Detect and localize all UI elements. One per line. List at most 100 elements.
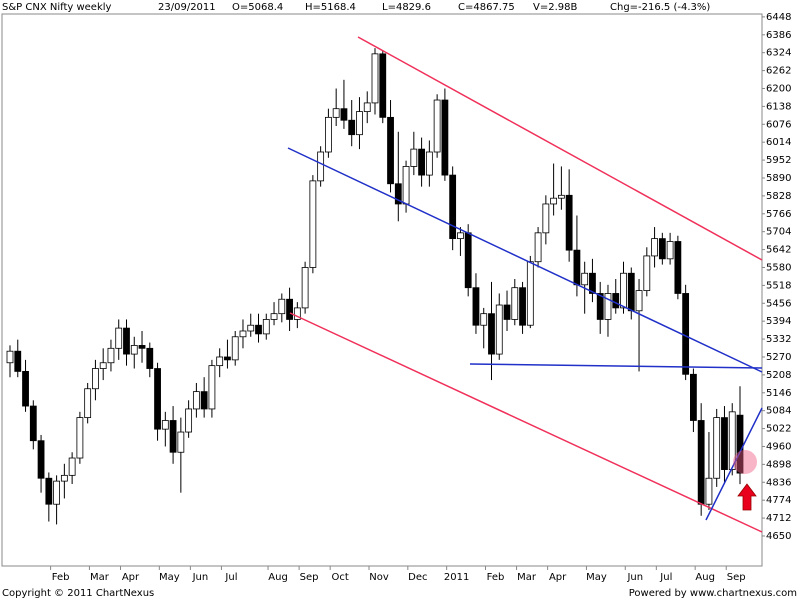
candle-body (658, 238, 666, 260)
y-tick-label: 5270 (766, 352, 791, 363)
candle-body (635, 290, 643, 312)
candles (6, 48, 744, 525)
candle-body (6, 350, 14, 364)
x-tick-label: May (586, 572, 607, 583)
y-tick-label: 4960 (766, 441, 791, 452)
candle-body (721, 417, 728, 470)
candle-body (278, 298, 286, 315)
header-info: Chg=-216.5 (-4.3%) (610, 2, 710, 13)
candle-body (379, 53, 387, 118)
candle-body (348, 119, 356, 136)
candle-body (511, 287, 519, 320)
candle-body (441, 99, 449, 176)
x-tick-label: Oct (332, 572, 349, 583)
candle-body (161, 420, 169, 430)
x-tick-label: Dec (408, 572, 427, 583)
candle-body (107, 347, 115, 364)
y-tick-label: 4836 (766, 477, 791, 488)
up-arrow (737, 483, 757, 511)
candle-body (340, 108, 348, 121)
candle-body (627, 272, 635, 312)
candle-body (674, 241, 682, 294)
candle-body (697, 420, 705, 505)
y-tick-label: 6262 (766, 66, 791, 77)
candle-body (604, 293, 612, 320)
candle-body (301, 267, 309, 309)
copyright: Copyright © 2011 ChartNexus (2, 588, 154, 599)
candle-body (99, 362, 107, 369)
candle-body (45, 477, 53, 505)
candle-body (464, 232, 472, 289)
header-info: O=5068.4 (232, 2, 283, 13)
candle-body (192, 391, 200, 410)
y-tick-label: 5828 (766, 191, 791, 202)
candle-body (526, 261, 534, 326)
y-tick-label: 5642 (766, 245, 791, 256)
candle-body (433, 99, 441, 153)
candle-body (200, 391, 208, 410)
y-tick-label: 6138 (766, 101, 791, 112)
y-tick-label: 5394 (766, 316, 791, 327)
x-tick-label: Jun (192, 572, 209, 583)
candle-body (457, 232, 464, 240)
x-tick-label: Sep (727, 572, 746, 583)
candle-body (550, 197, 558, 205)
x-tick-label: Aug (268, 572, 288, 583)
x-tick-label: Jul (659, 572, 672, 583)
candle-body (713, 417, 721, 479)
x-tick-label: Jun (626, 572, 643, 583)
x-tick-label: May (159, 572, 180, 583)
candle-body (29, 405, 37, 442)
candle-body (565, 194, 573, 251)
trend-line (469, 363, 763, 369)
x-tick-label: Mar (517, 572, 537, 583)
x-tick-label: Apr (122, 572, 140, 583)
candle-body (317, 151, 325, 182)
y-tick-label: 5084 (766, 406, 791, 417)
header-info: C=4867.75 (458, 2, 515, 13)
candle-body (239, 330, 247, 338)
candle-body (309, 180, 317, 268)
x-tick-label: Apr (549, 572, 567, 583)
candle-body (208, 365, 216, 410)
candle-body (138, 345, 146, 349)
candle-body (682, 293, 690, 375)
candle-body (519, 287, 526, 326)
y-tick-label: 4650 (766, 531, 791, 542)
candle-body (84, 388, 92, 419)
candle-body (418, 148, 425, 176)
candle-body (22, 371, 29, 407)
y-tick-label: 5580 (766, 262, 791, 273)
candle-body (387, 116, 394, 185)
trend-line (289, 312, 763, 533)
candle-body (472, 287, 480, 326)
candle-body (76, 417, 84, 459)
candle-body (425, 151, 433, 176)
y-tick-label: 4774 (766, 495, 791, 506)
x-tick-label: Sep (300, 572, 319, 583)
candle-body (589, 272, 596, 294)
candle-body (286, 298, 293, 320)
candle-body (612, 293, 620, 309)
x-tick-label: Mar (90, 572, 110, 583)
candle-body (557, 194, 565, 199)
candle-body (255, 324, 262, 335)
y-tick-label: 5766 (766, 209, 791, 220)
y-tick-label: 5208 (766, 370, 791, 381)
candle-body (60, 474, 68, 482)
header-info: V=2.98B (533, 2, 577, 13)
candle-body (573, 249, 581, 286)
candle-body (262, 319, 270, 335)
plot-frame (1, 13, 763, 567)
y-tick-label: 4712 (766, 513, 791, 524)
candle-body (115, 327, 123, 349)
candle-body (130, 345, 138, 355)
candle-body (651, 238, 658, 257)
y-tick-label: 5704 (766, 227, 791, 238)
candle-body (146, 347, 154, 369)
x-tick-label: Jul (224, 572, 237, 583)
trend-line (705, 407, 763, 521)
candle-body (480, 313, 488, 326)
